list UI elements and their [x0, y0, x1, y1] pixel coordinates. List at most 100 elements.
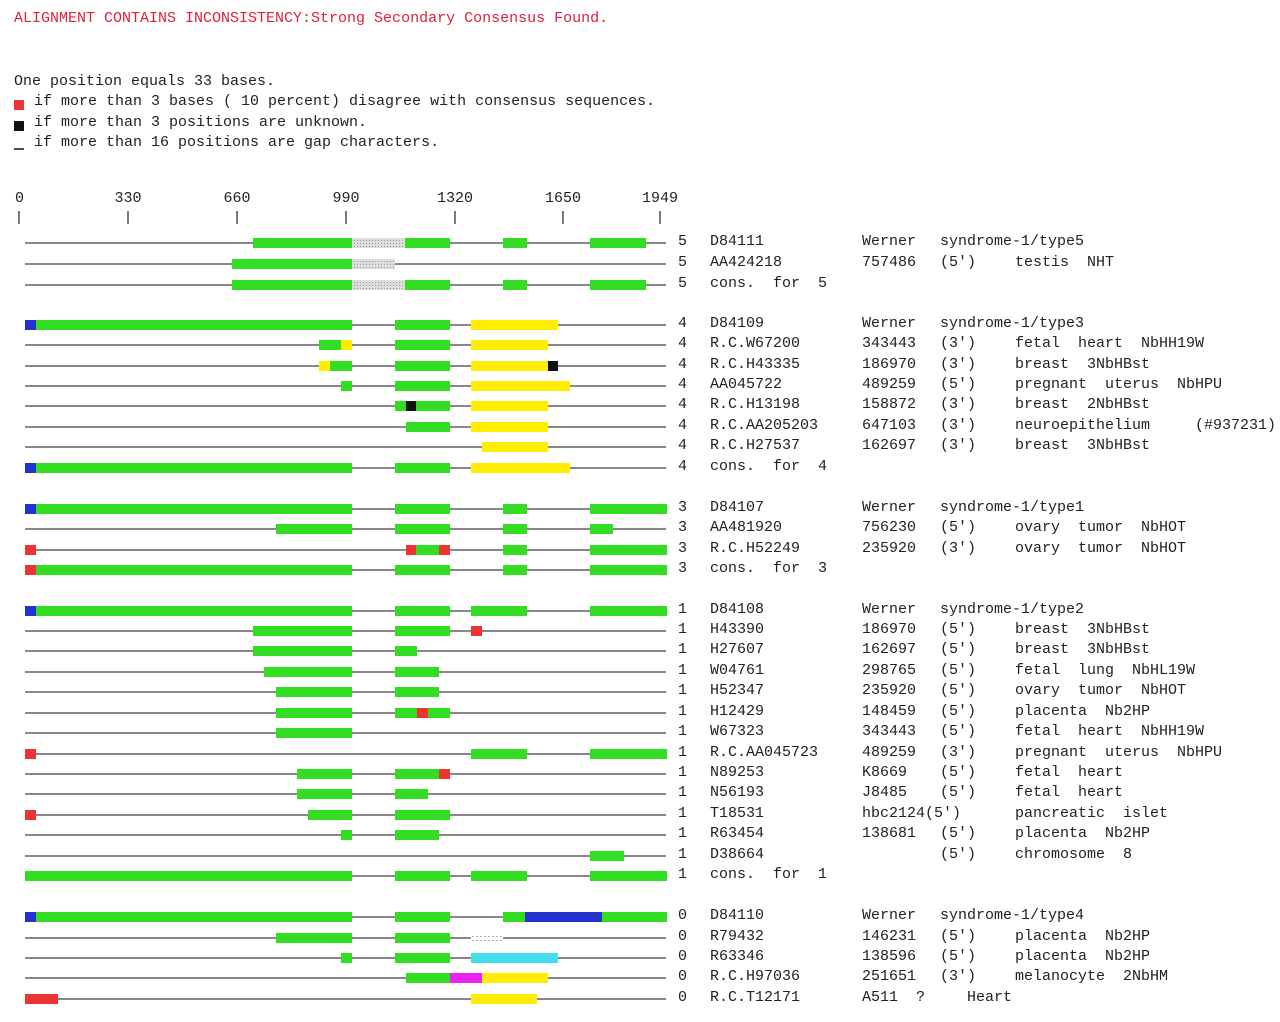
- legend-red-marker: [14, 100, 24, 110]
- segment: [503, 524, 527, 534]
- segment: [319, 340, 341, 350]
- segment: [471, 361, 548, 371]
- segment: [471, 933, 503, 943]
- annotation: fetal heart: [1015, 764, 1124, 781]
- segment: [36, 912, 352, 922]
- segment: [395, 524, 450, 534]
- annotation: 146231: [862, 928, 917, 945]
- segment: [428, 708, 450, 718]
- segment: [352, 280, 405, 290]
- segment: [276, 933, 352, 943]
- sequence-id: R.C.H27537: [710, 437, 801, 454]
- segment: [297, 769, 352, 779]
- segment: [297, 789, 352, 799]
- annotation: 757486: [862, 254, 917, 271]
- annotation: fetal lung NbHL19W: [1015, 662, 1196, 679]
- sequence-id: cons. for 3: [710, 560, 828, 577]
- count: 1: [678, 866, 688, 883]
- count: 0: [678, 989, 688, 1006]
- segment: [471, 749, 527, 759]
- count: 5: [678, 233, 688, 250]
- segment: [395, 606, 450, 616]
- count: 1: [678, 764, 688, 781]
- segment: [471, 994, 537, 1004]
- annotation: breast 3NbHBst: [1015, 437, 1151, 454]
- annotation: 162697: [862, 641, 917, 658]
- segment: [395, 340, 450, 350]
- annotation: placenta Nb2HP: [1015, 703, 1151, 720]
- count: 1: [678, 846, 688, 863]
- annotation: Werner: [862, 499, 917, 516]
- segment: [276, 708, 352, 718]
- sequence-id: cons. for 4: [710, 458, 828, 475]
- segment: [405, 238, 450, 248]
- annotation: breast 2NbHBst: [1015, 396, 1151, 413]
- annotation: 148459: [862, 703, 917, 720]
- annotation: 343443: [862, 335, 917, 352]
- ruler-label: 1320: [436, 190, 474, 207]
- annotation: placenta Nb2HP: [1015, 948, 1151, 965]
- segment: [25, 320, 36, 330]
- segment: [503, 238, 527, 248]
- annotation: A511 ?: [862, 989, 926, 1006]
- annotation: syndrome-1/type5: [940, 233, 1085, 250]
- sequence-id: AA424218: [710, 254, 783, 271]
- annotation: 158872: [862, 396, 917, 413]
- count: 4: [678, 376, 688, 393]
- segment: [503, 504, 527, 514]
- segment: [36, 504, 352, 514]
- segment: [395, 708, 417, 718]
- count: 0: [678, 928, 688, 945]
- count: 1: [678, 662, 688, 679]
- segment: [395, 463, 450, 473]
- count: 1: [678, 784, 688, 801]
- annotation: pregnant uterus NbHPU: [1015, 376, 1223, 393]
- annotation: ovary tumor NbHOT: [1015, 519, 1187, 536]
- segment: [395, 953, 450, 963]
- segment: [406, 422, 450, 432]
- annotation: chromosome 8: [1015, 846, 1133, 863]
- sequence-id: H43390: [710, 621, 765, 638]
- count: 1: [678, 723, 688, 740]
- annotation: breast 3NbHBst: [1015, 356, 1151, 373]
- segment: [36, 606, 352, 616]
- segment: [36, 463, 352, 473]
- segment: [395, 504, 450, 514]
- sequence-id: D84109: [710, 315, 765, 332]
- sequence-id: T18531: [710, 805, 765, 822]
- segment: [232, 259, 352, 269]
- sequence-id: AA481920: [710, 519, 783, 536]
- ruler-label: 1650: [544, 190, 582, 207]
- annotation: placenta Nb2HP: [1015, 928, 1151, 945]
- sequence-id: H12429: [710, 703, 765, 720]
- count: 1: [678, 805, 688, 822]
- count: 1: [678, 621, 688, 638]
- ruler-label: 990: [332, 190, 360, 207]
- annotation: 343443: [862, 723, 917, 740]
- segment: [308, 810, 352, 820]
- segment: [590, 280, 646, 290]
- sequence-id: R.C.H97036: [710, 968, 801, 985]
- count: 4: [678, 396, 688, 413]
- annotation: J8485: [862, 784, 908, 801]
- annotation: 647103: [862, 417, 917, 434]
- title: ALIGNMENT CONTAINS INCONSISTENCY:Strong …: [14, 10, 609, 27]
- segment: [406, 545, 416, 555]
- segment: [25, 463, 36, 473]
- annotation: (5'): [940, 641, 977, 658]
- segment: [395, 626, 450, 636]
- sequence-id: AA045722: [710, 376, 783, 393]
- segment: [503, 545, 527, 555]
- segment: [25, 545, 36, 555]
- sequence-id: R.C.H13198: [710, 396, 801, 413]
- annotation: testis NHT: [1015, 254, 1115, 271]
- annotation: (5'): [940, 662, 977, 679]
- annotation: breast 3NbHBst: [1015, 641, 1151, 658]
- segment: [25, 565, 36, 575]
- segment: [352, 259, 395, 269]
- segment: [406, 973, 450, 983]
- annotation: (5'): [940, 764, 977, 781]
- ruler-label: 1949: [641, 190, 679, 207]
- segment: [395, 361, 450, 371]
